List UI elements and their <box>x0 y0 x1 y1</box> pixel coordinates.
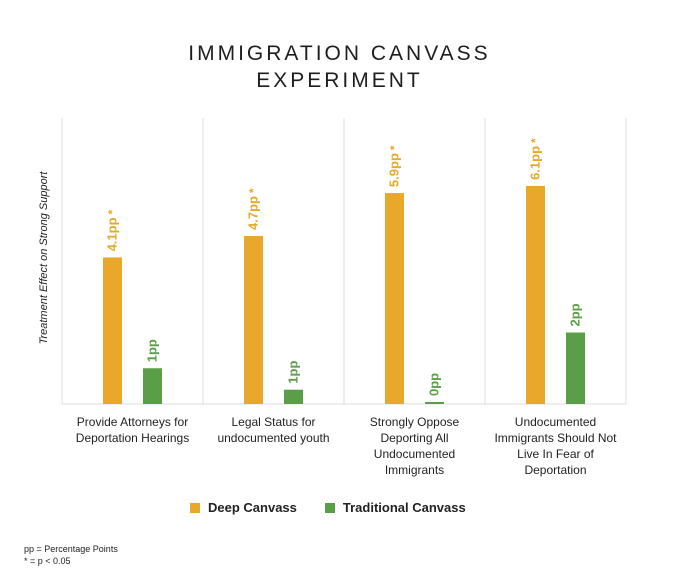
legend-label-traditional-canvass: Traditional Canvass <box>342 500 466 515</box>
x-tick-label-line: undocumented youth <box>217 431 330 445</box>
x-tick-label-line: Undocumented <box>373 447 456 461</box>
chart-title-line-1: IMMIGRATION CANVASS <box>188 42 491 65</box>
significance-marker: * <box>388 145 402 150</box>
x-tick-label: Undocumented Immigrants Should Not Live In… <box>486 414 626 478</box>
legend-item-deep-canvass: Deep Canvass <box>190 500 297 515</box>
legend-label-deep-canvass: Deep Canvass <box>208 500 297 515</box>
x-tick-label: Legal Status for undocumented youth <box>204 414 344 446</box>
bar-traditional-canvass <box>425 402 444 404</box>
significance-marker: * <box>106 209 120 214</box>
bar-traditional-canvass <box>143 368 162 404</box>
bar-traditional-canvass <box>284 389 303 404</box>
bar-traditional-canvass <box>566 332 585 404</box>
data-label-traditional-canvass: 1pp <box>286 361 301 384</box>
x-tick-label-line: Deportation <box>524 463 587 477</box>
x-tick-label-line: Immigrants <box>384 463 445 477</box>
significance-marker: * <box>529 138 543 143</box>
x-tick-label-line: Legal Status for <box>231 415 316 429</box>
chart-title: IMMIGRATION CANVASS EXPERIMENT <box>0 40 679 94</box>
legend-item-traditional-canvass: Traditional Canvass <box>324 500 466 515</box>
data-label-deep-canvass: 6.1pp <box>528 146 543 180</box>
data-label-traditional-canvass: 2pp <box>568 303 583 326</box>
data-label-traditional-canvass: 1pp <box>145 339 160 362</box>
x-tick-label-line: Deporting All <box>380 431 449 445</box>
x-tick-label-line: Deportation Hearings <box>75 431 190 445</box>
x-tick-label: Strongly Oppose Deporting All Undocumented… <box>345 414 485 478</box>
data-label-deep-canvass: 5.9pp <box>387 153 402 187</box>
x-tick-label: Provide Attorneys for Deportation Hearing… <box>63 414 203 446</box>
footnote-pp: pp = Percentage Points <box>24 544 118 554</box>
significance-marker: * <box>247 188 261 193</box>
x-tick-label-line: Immigrants Should Not <box>494 431 617 445</box>
legend-swatch-deep-canvass <box>190 502 200 513</box>
bar-deep-canvass <box>244 235 263 404</box>
x-tick-label-line: Undocumented <box>514 415 597 429</box>
bar-deep-canvass <box>526 185 545 404</box>
legend: Deep Canvass Traditional Canvass <box>190 500 494 515</box>
legend-swatch-traditional-canvass <box>324 502 335 513</box>
footnote-significance: * = p < 0.05 <box>24 556 71 566</box>
data-label-deep-canvass: 4.1pp <box>105 217 120 251</box>
x-tick-label-line: Strongly Oppose <box>369 415 460 429</box>
chart-title-line-2: EXPERIMENT <box>256 69 423 92</box>
x-tick-label-line: Provide Attorneys for <box>76 415 189 429</box>
x-tick-label-line: Live In Fear of <box>517 447 594 461</box>
data-label-deep-canvass: 4.7pp <box>246 196 261 230</box>
data-label-traditional-canvass: 0pp <box>427 373 442 396</box>
bar-deep-canvass <box>385 193 404 404</box>
bar-deep-canvass <box>103 257 122 404</box>
